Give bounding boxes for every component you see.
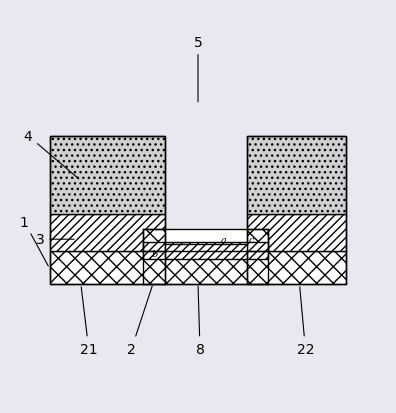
Text: 2: 2 [127, 286, 152, 356]
Text: 1: 1 [20, 215, 48, 266]
Text: 3: 3 [36, 233, 74, 247]
Bar [247, 136, 346, 285]
Bar [50, 214, 165, 251]
Bar [247, 214, 346, 251]
Bar [50, 251, 346, 285]
Text: a: a [221, 235, 227, 244]
Text: b: b [151, 249, 157, 259]
Text: 5: 5 [194, 36, 202, 102]
Text: c: c [248, 235, 254, 244]
Text: 22: 22 [297, 287, 314, 356]
Bar [165, 244, 247, 251]
Bar [143, 230, 165, 251]
Text: 21: 21 [80, 287, 97, 356]
Bar [143, 230, 268, 251]
Bar [247, 136, 346, 214]
Bar [50, 136, 165, 214]
Bar [247, 230, 268, 251]
Bar [50, 136, 165, 285]
Bar [143, 243, 268, 260]
Text: 8: 8 [196, 286, 204, 356]
Text: 4: 4 [24, 129, 79, 179]
